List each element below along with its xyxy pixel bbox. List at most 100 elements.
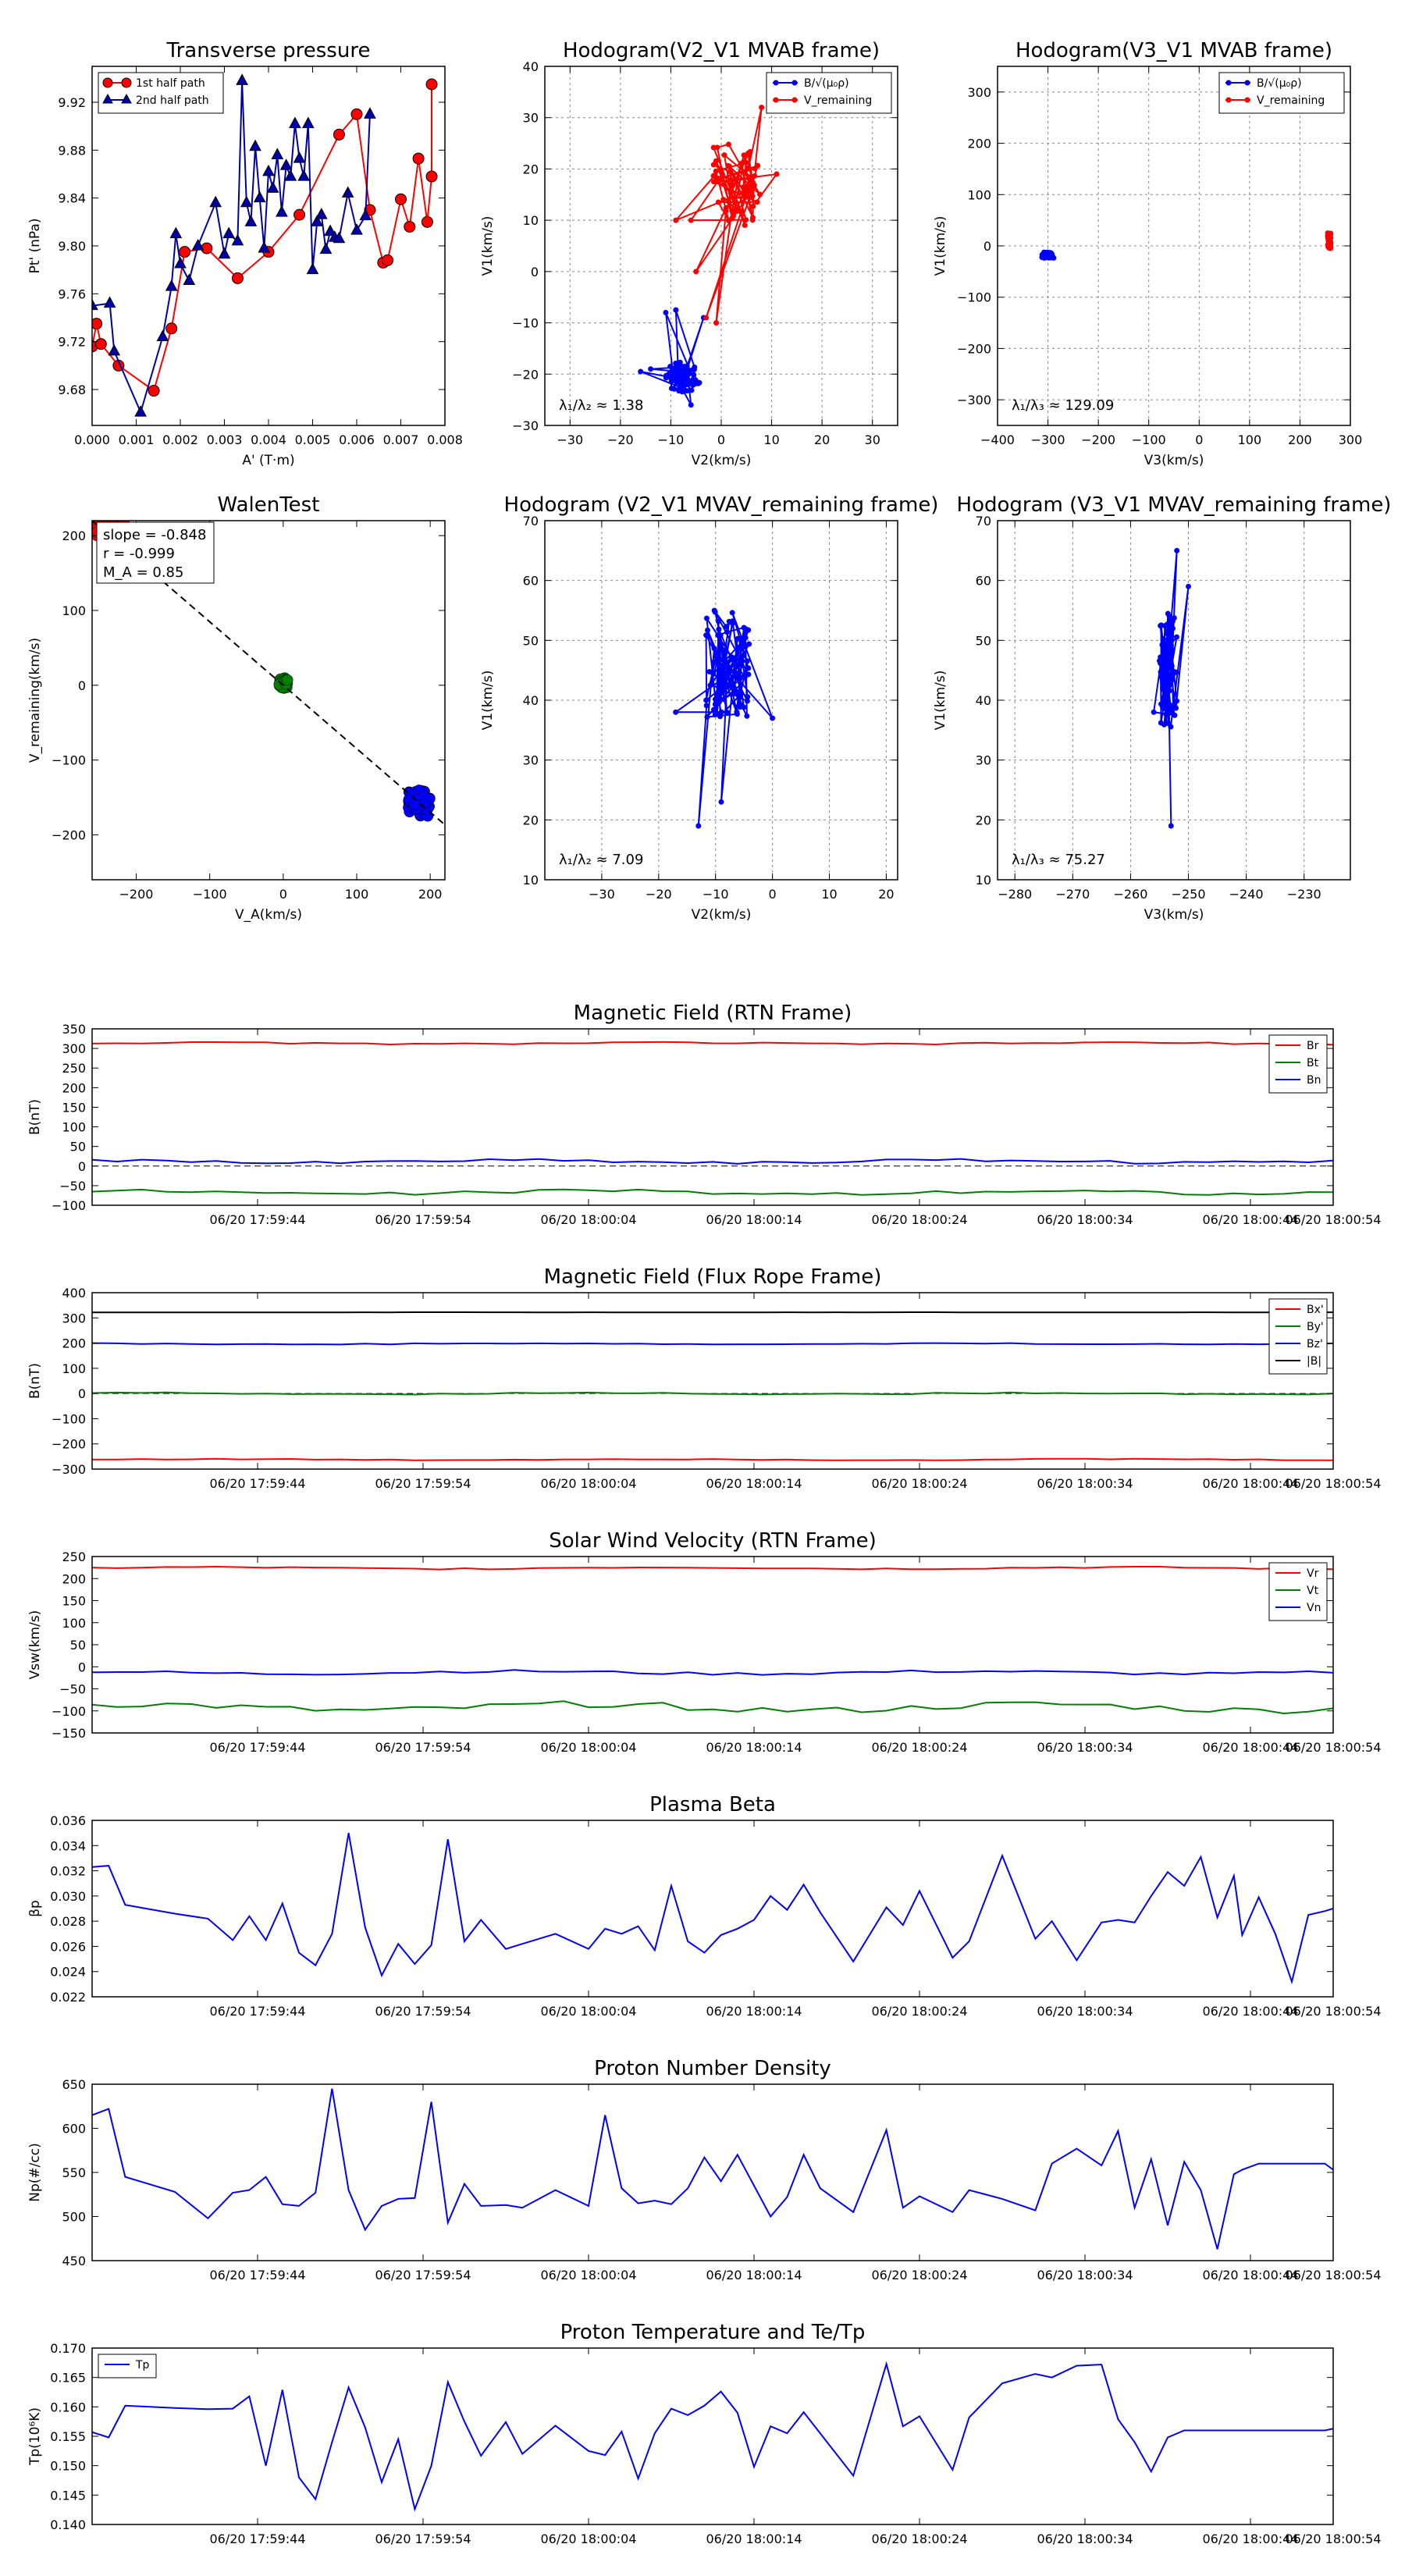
y-tick-label: 100: [62, 1361, 86, 1376]
x-tick-label: 06/20 18:00:44: [1202, 1740, 1298, 1755]
data-point: [730, 213, 736, 219]
data-point: [703, 315, 710, 321]
data-point: [759, 105, 765, 111]
data-point: [1172, 669, 1178, 675]
y-tick-label: 200: [62, 1336, 86, 1351]
x-tick-label: 06/20 18:00:24: [871, 1476, 967, 1491]
x-tick-label: 30: [865, 432, 880, 447]
y-tick-label: 100: [62, 1616, 86, 1631]
x-tick-label: 0.005: [295, 432, 331, 447]
y-tick-label: 20: [523, 162, 539, 176]
data-point: [1166, 688, 1172, 694]
data-point: [703, 703, 710, 709]
legend-box: [766, 72, 892, 114]
data-point-circle: [293, 208, 306, 221]
data-point: [1327, 235, 1333, 241]
data-point: [1327, 244, 1333, 250]
data-point-triangle: [276, 205, 288, 217]
y-tick-label: 10: [523, 873, 539, 888]
annotation-text: λ₁/λ₂ ≈ 7.09: [559, 852, 643, 868]
data-point-triangle: [319, 242, 333, 254]
legend-label: Bx': [1307, 1304, 1324, 1316]
y-tick-label: 0.170: [50, 2341, 86, 2356]
data-point: [703, 697, 710, 703]
x-tick-label: 06/20 17:59:44: [209, 1740, 305, 1755]
x-tick-label: 06/20 18:00:04: [540, 2532, 636, 2546]
y-axis-label: V1(km/s): [933, 216, 948, 276]
data-point-circle: [425, 170, 438, 183]
data-point-triangle: [306, 262, 319, 275]
data-point: [1173, 698, 1179, 704]
x-tick-label: 0.000: [74, 432, 110, 447]
y-tick-label: 10: [523, 213, 539, 228]
y-tick-label: 0: [78, 1386, 86, 1401]
data-point: [681, 368, 688, 375]
x-tick-label: 06/20 18:00:14: [706, 1740, 802, 1755]
x-tick-label: 06/20 17:59:54: [375, 2268, 471, 2282]
x-tick-label: 06/20 18:00:54: [1285, 1476, 1381, 1491]
y-tick-label: 0.026: [50, 1939, 86, 1954]
x-tick-label: −30: [589, 887, 615, 902]
axes-frame: [544, 520, 898, 881]
data-point: [744, 713, 750, 719]
x-tick-label: −240: [1229, 887, 1264, 902]
x-tick-label: 06/20 17:59:54: [375, 2532, 471, 2546]
data-point-circle: [94, 338, 107, 350]
data-point: [715, 653, 721, 659]
legend-label: By': [1307, 1321, 1324, 1333]
y-tick-label: 0.028: [50, 1914, 86, 1929]
series-line-0: [92, 1832, 1333, 1985]
series-line-1: [92, 1391, 1333, 1396]
x-tick-label: 06/20 18:00:34: [1037, 1476, 1133, 1491]
x-tick-label: 0: [1195, 432, 1203, 447]
data-point: [691, 367, 697, 373]
y-tick-label: 0.140: [50, 2517, 86, 2532]
data-point: [1168, 642, 1174, 649]
x-tick-label: −200: [1081, 432, 1115, 447]
y-tick-label: 20: [523, 813, 539, 827]
y-tick-label: 0.036: [50, 1813, 86, 1828]
data-point: [734, 635, 740, 642]
series-line-2: [92, 1158, 1333, 1165]
data-point: [718, 799, 724, 805]
y-tick-label: 500: [62, 2210, 86, 2225]
y-tick-label: 100: [62, 603, 86, 618]
x-tick-label: −100: [1132, 432, 1166, 447]
fit-line: [92, 521, 445, 826]
plot-area: [545, 521, 898, 880]
x-tick-label: 06/20 17:59:44: [209, 1476, 305, 1491]
data-point: [749, 193, 756, 199]
data-point: [674, 379, 681, 385]
data-point: [724, 665, 731, 671]
data-point: [738, 662, 745, 668]
data-point: [710, 179, 717, 185]
legend-marker: [1225, 80, 1232, 86]
series-line-0: [92, 2088, 1333, 2250]
data-point-circle: [395, 193, 407, 205]
axes-frame: [997, 520, 1351, 881]
y-tick-label: 9.84: [58, 191, 86, 206]
y-tick-label: 9.92: [58, 95, 86, 110]
data-point: [691, 372, 697, 378]
y-tick-label: 300: [62, 1311, 86, 1325]
x-tick-label: −20: [646, 887, 672, 902]
data-point: [679, 379, 685, 385]
x-tick-label: 06/20 18:00:14: [706, 2004, 802, 2019]
x-tick-label: 100: [345, 887, 369, 902]
data-point: [711, 607, 717, 614]
annotation-text: λ₁/λ₃ ≈ 129.09: [1012, 397, 1114, 414]
chart-title: Hodogram (V3_V1 MVAV_remaining frame): [957, 493, 1392, 517]
data-point-triangle: [289, 116, 301, 129]
data-point-triangle: [333, 231, 346, 244]
x-tick-label: 200: [1288, 432, 1312, 447]
x-tick-label: 10: [763, 432, 779, 447]
data-point: [1158, 622, 1165, 628]
legend-label: Bz': [1307, 1338, 1323, 1350]
plot-area: [92, 521, 445, 826]
x-tick-label: 06/20 17:59:44: [209, 2532, 305, 2546]
series-line-0: [92, 2361, 1333, 2512]
data-point: [1172, 712, 1178, 718]
x-tick-label: 0: [769, 887, 777, 902]
x-axis-label: A' (T·m): [242, 453, 294, 468]
